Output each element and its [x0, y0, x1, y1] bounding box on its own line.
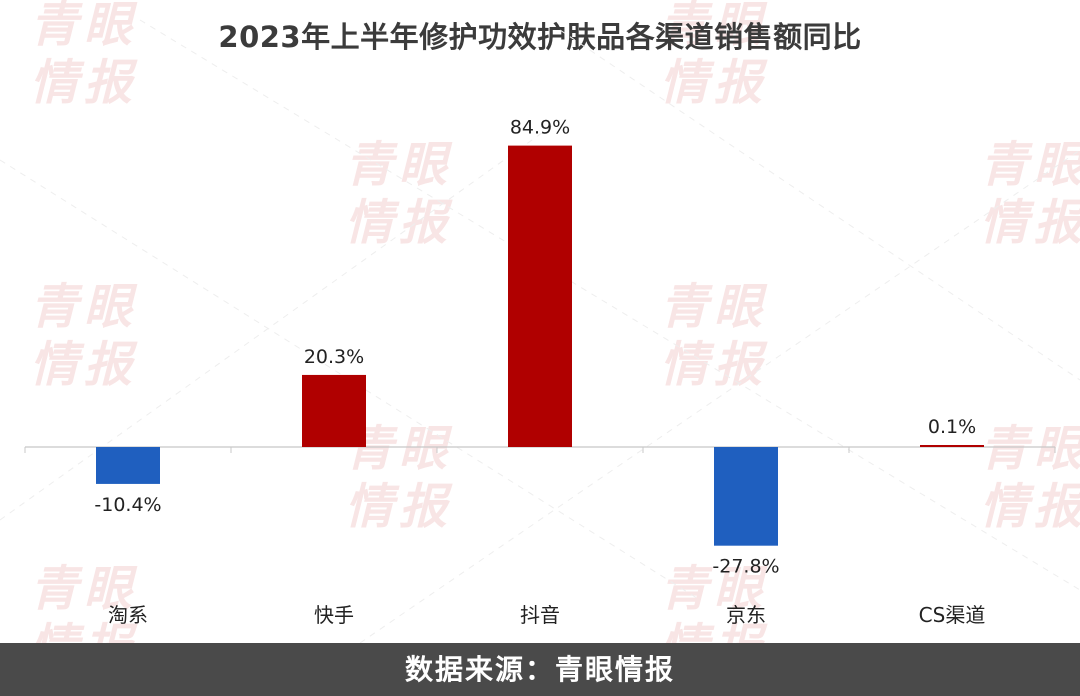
category-label: 淘系	[108, 603, 148, 627]
watermark-line	[139, 19, 1080, 591]
bar	[508, 145, 572, 448]
chart-title: 2023年上半年修护功效护肤品各渠道销售额同比	[218, 20, 862, 54]
bar	[714, 447, 778, 546]
category-label: CS渠道	[919, 603, 986, 627]
data-label: 20.3%	[304, 346, 364, 368]
data-label: -10.4%	[94, 494, 161, 516]
category-label: 京东	[726, 603, 766, 627]
bar-chart: -10.4% 淘系 20.3% 快手 84.9% 抖音 -27.8% 京东 0.1% CS渠道	[0, 19, 1080, 643]
category-label: 快手	[314, 603, 354, 627]
data-label: 84.9%	[510, 117, 570, 139]
data-label: 0.1%	[928, 416, 976, 438]
watermark-line	[0, 119, 561, 521]
watermark-line	[359, 149, 1080, 643]
watermark-line	[559, 29, 1080, 381]
category-label: 抖音	[520, 603, 560, 627]
bar	[302, 374, 366, 447]
source-footer: 数据来源：青眼情报	[0, 643, 1080, 696]
bar	[96, 447, 160, 484]
data-label: -27.8%	[712, 556, 779, 578]
bar	[920, 445, 984, 447]
